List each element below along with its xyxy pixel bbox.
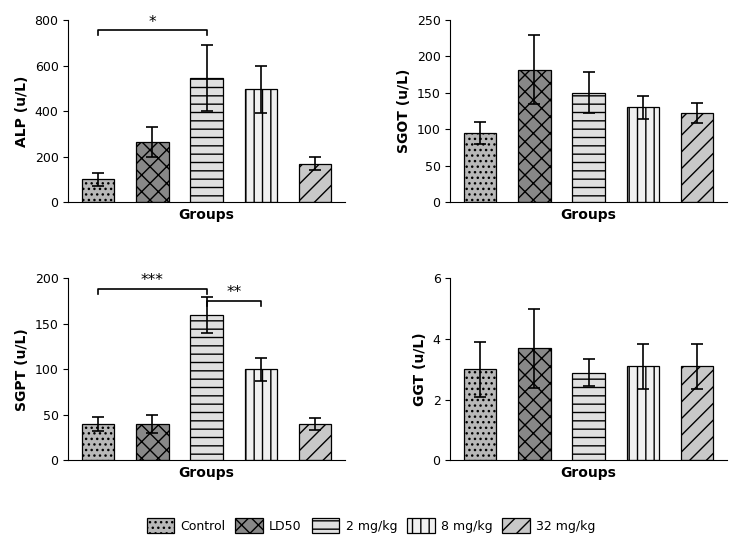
Text: *: * bbox=[148, 15, 157, 29]
Legend: Control, LD50, 2 mg/kg, 8 mg/kg, 32 mg/kg: Control, LD50, 2 mg/kg, 8 mg/kg, 32 mg/k… bbox=[142, 514, 600, 538]
Y-axis label: GGT (u/L): GGT (u/L) bbox=[413, 333, 427, 406]
Y-axis label: SGPT (u/L): SGPT (u/L) bbox=[15, 328, 29, 411]
X-axis label: Groups: Groups bbox=[561, 208, 617, 221]
Bar bbox=[299, 164, 332, 202]
Bar bbox=[518, 348, 551, 460]
Bar bbox=[299, 424, 332, 460]
Text: **: ** bbox=[226, 285, 241, 300]
Bar bbox=[681, 367, 713, 460]
Bar bbox=[191, 315, 223, 460]
X-axis label: Groups: Groups bbox=[179, 466, 234, 480]
Bar bbox=[518, 70, 551, 202]
Bar bbox=[136, 424, 168, 460]
Text: ***: *** bbox=[141, 274, 164, 288]
Y-axis label: ALP (u/L): ALP (u/L) bbox=[15, 75, 29, 147]
Bar bbox=[626, 367, 659, 460]
Bar bbox=[191, 78, 223, 202]
Bar bbox=[572, 93, 605, 202]
Bar bbox=[572, 373, 605, 460]
Bar bbox=[245, 369, 278, 460]
Bar bbox=[136, 142, 168, 202]
Bar bbox=[464, 133, 496, 202]
X-axis label: Groups: Groups bbox=[561, 466, 617, 480]
Bar bbox=[245, 89, 278, 202]
X-axis label: Groups: Groups bbox=[179, 208, 234, 221]
Bar bbox=[681, 113, 713, 202]
Bar bbox=[464, 369, 496, 460]
Bar bbox=[82, 424, 114, 460]
Bar bbox=[626, 107, 659, 202]
Bar bbox=[82, 180, 114, 202]
Y-axis label: SGOT (u/L): SGOT (u/L) bbox=[397, 69, 411, 153]
